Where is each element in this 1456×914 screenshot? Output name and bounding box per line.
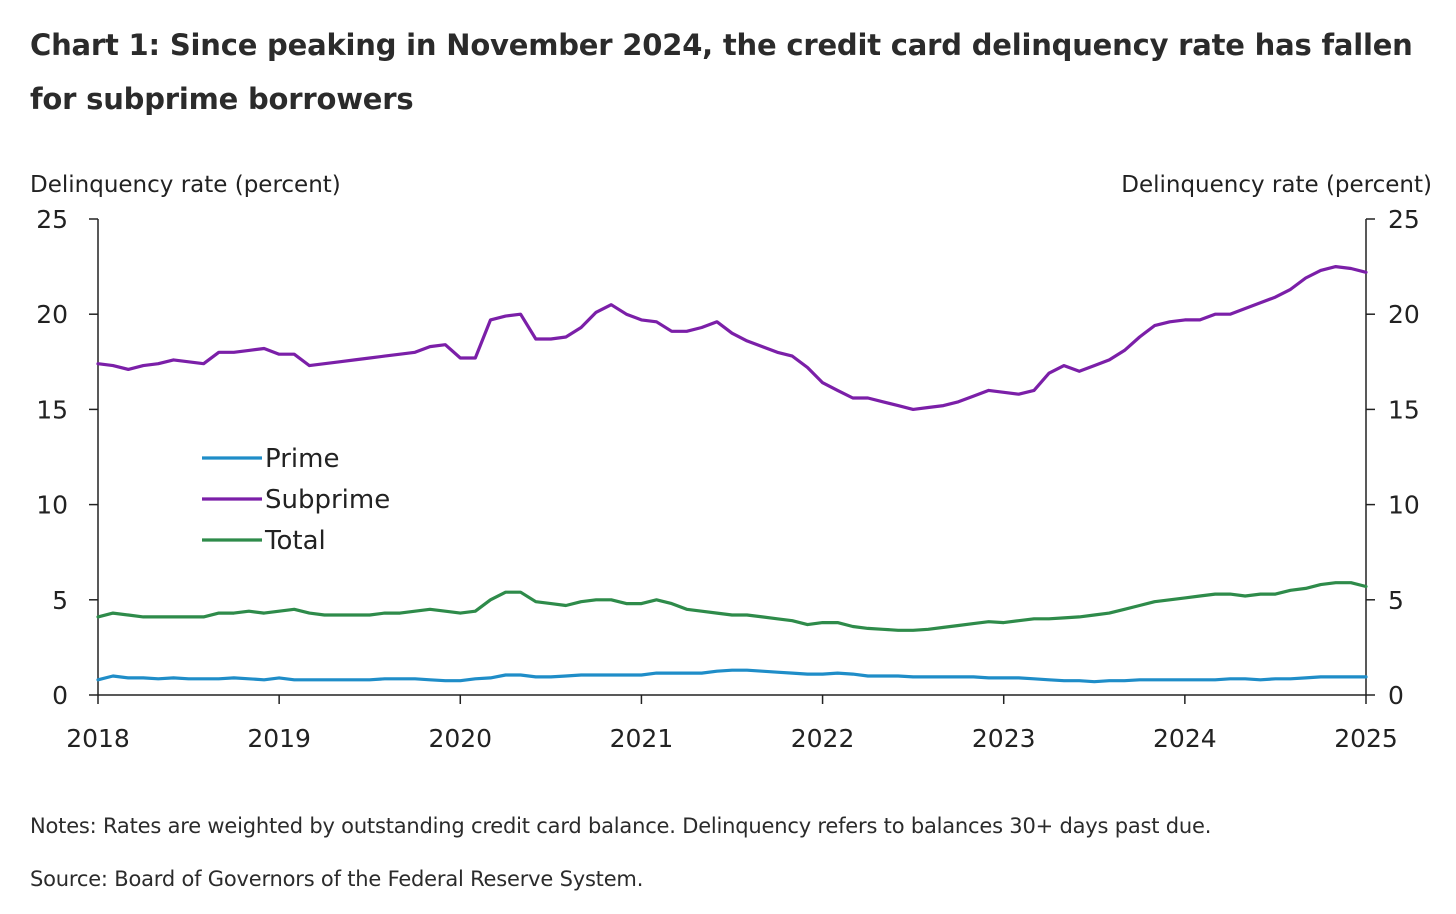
chart-source: Source: Board of Governors of the Federa…: [30, 867, 644, 891]
y-axis-label-left: Delinquency rate (percent): [30, 172, 341, 198]
y-tick-label-right: 5: [1388, 586, 1404, 615]
y-tick-label-left: 20: [36, 300, 68, 329]
legend-label-total: Total: [264, 526, 326, 556]
legend-label-prime: Prime: [265, 444, 339, 474]
series-line-total: [96, 581, 1368, 632]
chart-title: Chart 1: Since peaking in November 2024,…: [30, 28, 1413, 116]
x-tick-label: 2023: [972, 724, 1036, 753]
y-tick-label-left: 15: [36, 395, 68, 424]
series-line-subprime: [96, 265, 1368, 411]
x-tick-label: 2021: [610, 724, 674, 753]
y-axis-label-right: Delinquency rate (percent): [1121, 172, 1432, 198]
x-tick-label: 2020: [428, 724, 492, 753]
chart-notes: Notes: Rates are weighted by outstanding…: [30, 814, 1212, 838]
x-tick-label: 2018: [66, 724, 130, 753]
y-tick-label-left: 0: [52, 681, 68, 710]
x-tick-label: 2024: [1153, 724, 1217, 753]
series-layer: [96, 265, 1368, 684]
y-tick-label-left: 5: [52, 586, 68, 615]
x-tick-label: 2022: [791, 724, 855, 753]
y-tick-label-left: 10: [36, 491, 68, 520]
x-tick-label: 2025: [1334, 724, 1398, 753]
legend: Prime Subprime Total: [202, 444, 390, 556]
y-tick-label-right: 0: [1388, 681, 1404, 710]
x-tick-label: 2019: [247, 724, 311, 753]
series-line-prime: [96, 668, 1368, 684]
y-tick-label-right: 25: [1388, 205, 1420, 234]
y-tick-label-right: 15: [1388, 395, 1420, 424]
y-tick-label-right: 10: [1388, 491, 1420, 520]
y-tick-label-left: 25: [36, 205, 68, 234]
legend-label-subprime: Subprime: [265, 485, 390, 515]
y-tick-label-right: 20: [1388, 300, 1420, 329]
